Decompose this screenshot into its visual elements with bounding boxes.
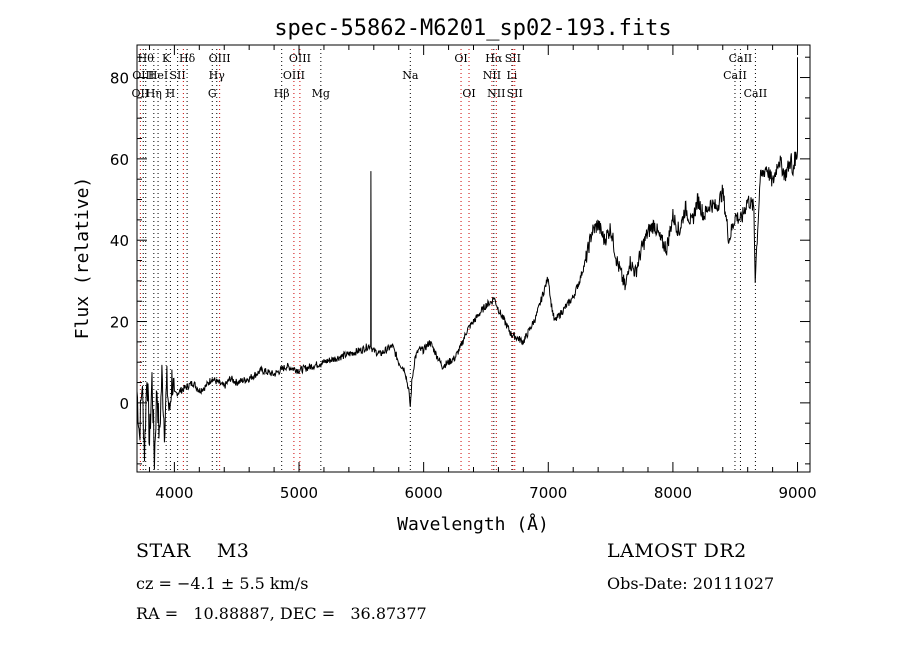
line-marker-label: SII xyxy=(507,87,523,100)
line-marker-label: Hα xyxy=(485,52,503,65)
line-marker-label: OIII xyxy=(283,69,305,82)
x-tick-label: 8000 xyxy=(654,484,692,502)
x-axis-label: Wavelength (Å) xyxy=(397,513,549,535)
y-axis-label: Flux (relative) xyxy=(72,177,93,340)
line-marker-label: OI xyxy=(454,52,467,65)
x-tick-label: 4000 xyxy=(155,484,193,502)
x-tick-label: 5000 xyxy=(280,484,318,502)
line-marker-label: Hβ xyxy=(274,87,290,100)
line-marker-label: NII xyxy=(487,87,505,100)
line-marker-label: CaII xyxy=(723,69,747,82)
x-tick-label: 9000 xyxy=(778,484,816,502)
line-marker-label: OII xyxy=(132,87,150,100)
line-marker-label: Hδ xyxy=(179,52,196,65)
line-marker-label: Li xyxy=(506,69,517,82)
redshift-label: cz = −4.1 ± 5.5 km/s xyxy=(136,574,309,593)
line-marker-label: Hγ xyxy=(209,69,226,82)
line-marker-group: OII OIII Hθ Hη HeI K H SII Hδ G Hγ OIII Hβ OIII OIII Mg… xyxy=(132,49,768,472)
line-marker-label: HeI xyxy=(148,69,168,82)
x-axis-ticks: 4000 5000 6000 7000 8000 9000 xyxy=(148,45,817,502)
line-marker-label: OIII xyxy=(289,52,311,65)
line-marker-label: SII xyxy=(505,52,521,65)
y-tick-label: 40 xyxy=(110,232,129,250)
line-marker-label: Hη xyxy=(146,87,162,100)
line-marker-label: H xyxy=(166,87,176,100)
line-marker-label: Na xyxy=(402,69,419,82)
coordinates-label: RA = 10.88887, DEC = 36.87377 xyxy=(136,604,427,623)
line-marker-label: CaII xyxy=(744,87,768,100)
line-marker-label: Mg xyxy=(312,87,330,100)
line-marker-label: SII xyxy=(170,69,186,82)
y-tick-label: 20 xyxy=(110,314,129,332)
line-marker-label: OI xyxy=(462,87,475,100)
x-tick-label: 7000 xyxy=(529,484,567,502)
line-marker-label: NII xyxy=(483,69,501,82)
obs-date-label: Obs-Date: 20111027 xyxy=(607,574,775,593)
object-class-label: STAR M3 xyxy=(136,540,250,562)
line-marker-label: OIII xyxy=(209,52,231,65)
plot-frame xyxy=(136,44,811,473)
y-tick-label: 60 xyxy=(110,151,129,169)
line-marker-label: K xyxy=(162,52,171,65)
line-marker-label: OIII xyxy=(132,69,154,82)
x-tick-label: 6000 xyxy=(405,484,443,502)
survey-label: LAMOST DR2 xyxy=(607,540,747,562)
chart-title: spec-55862-M6201_sp02-193.fits xyxy=(274,16,671,41)
line-marker-label: G xyxy=(208,87,217,100)
spectrum-line xyxy=(136,57,798,470)
y-tick-label: 0 xyxy=(119,395,129,413)
line-marker-label: CaII xyxy=(729,52,753,65)
y-axis-ticks: 0 20 40 60 80 xyxy=(110,56,810,465)
y-tick-label: 80 xyxy=(110,70,129,88)
line-marker-label: Hθ xyxy=(138,52,155,65)
